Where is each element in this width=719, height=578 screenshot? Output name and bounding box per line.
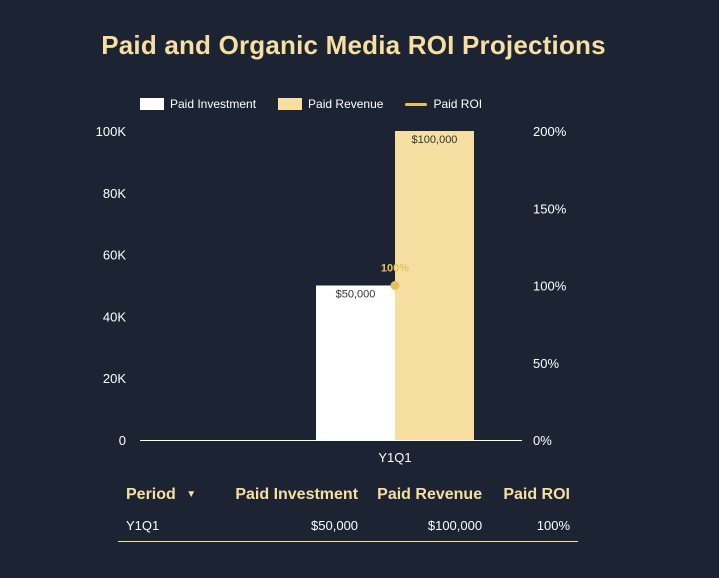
roi-chart: 0 20K 40K 60K 80K 100K 0% 50% 100% 150% 200% $50,00… xyxy=(96,124,567,465)
y-tick-label: 100K xyxy=(96,124,127,139)
legend-label-paid-revenue: Paid Revenue xyxy=(308,97,384,111)
cell-paid-revenue: $100,000 xyxy=(358,512,483,542)
y2-tick-label: 50% xyxy=(533,356,559,371)
y-tick-label: 20K xyxy=(103,371,126,386)
bar-data-label: $50,000 xyxy=(336,289,376,301)
sort-desc-icon[interactable]: ▼ xyxy=(186,489,197,501)
bar-data-label: $100,000 xyxy=(412,134,458,146)
chart-title: Paid and Organic Media ROI Projections xyxy=(101,30,606,60)
cell-period: Y1Q1 xyxy=(118,512,215,542)
header-period[interactable]: Period ▼ xyxy=(118,482,214,512)
data-table: Period ▼ Paid Investment Paid Revenue Pa… xyxy=(118,482,578,542)
roi-data-label: 100% xyxy=(381,263,409,275)
chart-legend: Paid Investment Paid Revenue Paid ROI xyxy=(140,97,504,111)
legend-swatch-paid-revenue xyxy=(278,98,303,110)
header-paid-roi[interactable]: Paid ROI xyxy=(503,486,570,503)
bar-paid-revenue xyxy=(395,131,474,440)
cell-paid-roi: 100% xyxy=(482,512,578,542)
roi-point xyxy=(390,281,400,290)
legend-swatch-paid-investment xyxy=(140,98,164,110)
y-tick-label: 80K xyxy=(103,186,126,201)
cell-paid-investment: $50,000 xyxy=(214,512,359,542)
bar-paid-investment xyxy=(316,285,395,440)
header-paid-revenue[interactable]: Paid Revenue xyxy=(377,486,483,503)
y-tick-label: 0 xyxy=(119,433,126,448)
y2-tick-label: 0% xyxy=(533,433,552,448)
legend-item-paid-revenue[interactable]: Paid Revenue xyxy=(278,97,383,111)
y2-tick-label: 200% xyxy=(533,124,567,139)
table-row: Y1Q1 $50,000 $100,000 100% xyxy=(118,512,578,542)
y-tick-label: 60K xyxy=(103,248,126,263)
y-tick-label: 40K xyxy=(103,309,126,324)
x-tick-label: Y1Q1 xyxy=(378,450,411,465)
table-header-row: Period ▼ Paid Investment Paid Revenue Pa… xyxy=(118,482,578,512)
y2-tick-label: 100% xyxy=(533,279,567,294)
header-period-label: Period xyxy=(126,486,176,503)
legend-swatch-paid-roi xyxy=(405,102,428,106)
header-paid-investment[interactable]: Paid Investment xyxy=(235,486,359,503)
y2-tick-label: 150% xyxy=(533,201,567,216)
legend-label-paid-investment: Paid Investment xyxy=(170,97,257,111)
legend-item-paid-roi[interactable]: Paid ROI xyxy=(405,97,482,111)
legend-label-paid-roi: Paid ROI xyxy=(433,97,483,111)
legend-item-paid-investment[interactable]: Paid Investment xyxy=(140,97,256,111)
